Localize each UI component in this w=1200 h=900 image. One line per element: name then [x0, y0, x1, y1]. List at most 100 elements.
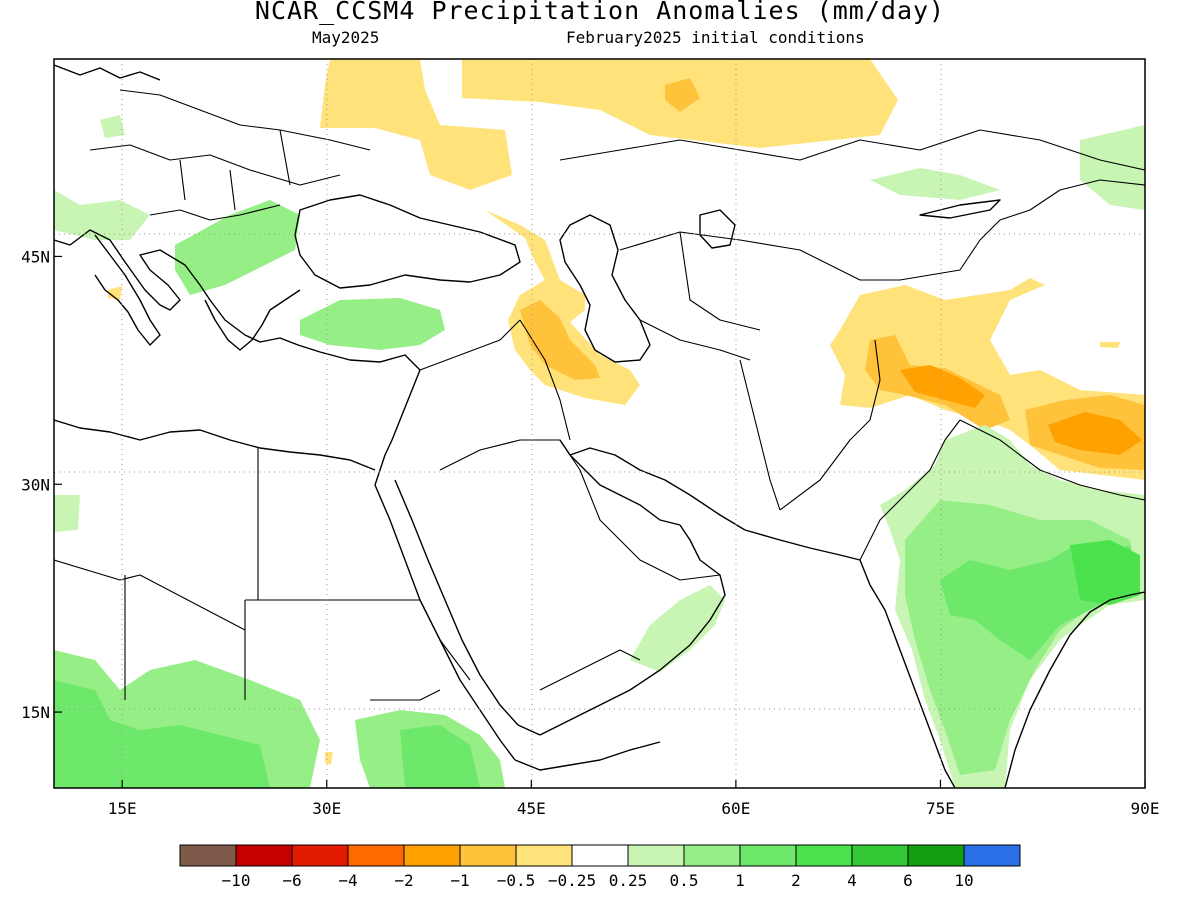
coast-aral	[699, 209, 736, 249]
wet-anomaly-oman	[630, 585, 725, 672]
map-frame	[53, 58, 1146, 789]
country-borders	[54, 89, 1145, 701]
wet-anomaly-west-africa	[54, 495, 80, 532]
colorbar-swatch	[459, 844, 517, 867]
coast-north-africa	[54, 419, 376, 471]
colorbar-swatch	[515, 844, 573, 867]
coast-europe-med	[54, 229, 421, 371]
coast-iran-pakistan	[744, 529, 861, 561]
colorbar-label: −6	[282, 871, 301, 890]
wet-anomaly-balkans	[175, 200, 300, 295]
wet-anomaly-ethiopia-core	[400, 725, 480, 788]
border-europe-1	[89, 144, 341, 186]
coast-red-sea-east	[394, 479, 541, 736]
dry-anomaly-russia-core	[665, 78, 700, 112]
colorbar-swatch	[851, 844, 909, 867]
colorbar-label: 10	[954, 871, 973, 890]
colorbar-label: −0.5	[497, 871, 536, 890]
colorbar-label: 2	[791, 871, 801, 890]
border-uzbek	[679, 231, 761, 331]
wet-anomaly-central-asia	[870, 168, 1000, 200]
colorbar-label: −1	[450, 871, 469, 890]
map-title: NCAR_CCSM4 Precipitation Anomalies (mm/d…	[254, 0, 946, 25]
colorbar-label: 0.5	[670, 871, 699, 890]
border-europe-4	[179, 129, 291, 211]
coast-italy	[94, 234, 161, 346]
dry-anomaly-black-sea-north	[320, 59, 512, 190]
border-china-kaz	[959, 189, 1061, 271]
dry-anomaly-iran-core	[520, 300, 600, 380]
border-himalaya	[959, 419, 1145, 501]
wet-anomaly-north-africa-core	[54, 680, 270, 788]
colorbar-swatch	[907, 844, 965, 867]
border-india-pak	[859, 419, 961, 561]
lat-tick-label: 30N	[21, 475, 50, 494]
border-arabia	[439, 439, 721, 581]
border-europe-2	[149, 204, 281, 221]
colorbar-swatch	[571, 844, 629, 867]
border-afghan-pak	[779, 339, 881, 511]
colorbar	[179, 844, 1021, 867]
colorbar-label: −2	[394, 871, 413, 890]
colorbar-swatch	[347, 844, 405, 867]
coast-baltic	[54, 64, 161, 81]
colorbar-label: −0.25	[548, 871, 596, 890]
dry-anomaly-small-3	[1100, 342, 1120, 348]
grid-lines	[54, 59, 1145, 788]
lat-tick-label: 45N	[21, 247, 50, 266]
border-mongolia	[1059, 179, 1145, 191]
coast-persian-gulf	[559, 439, 746, 531]
border-sudan	[244, 599, 420, 700]
dry-anomaly-small-2	[325, 752, 333, 765]
lon-tick-label: 60E	[721, 799, 750, 818]
wet-anomaly-turkey	[300, 298, 445, 350]
wet-anomaly-mongolia	[1080, 125, 1145, 210]
coastlines	[54, 64, 1145, 788]
coast-balkhash	[919, 199, 1001, 219]
latitude-axis: 45N 30N 15N	[21, 247, 62, 722]
dry-anomaly-small-1	[108, 286, 122, 300]
colorbar-label: −10	[222, 871, 251, 890]
coast-greece	[204, 289, 301, 351]
border-kaz-south	[619, 231, 961, 281]
colorbar-label: 6	[903, 871, 913, 890]
valid-month: May2025	[312, 28, 380, 47]
colorbar-labels: −10 −6 −4 −2 −1 −0.5 −0.25 0.25 0.5 1 2 4 6 10	[222, 871, 974, 890]
border-east-africa	[370, 599, 471, 701]
lon-tick-label: 30E	[312, 799, 341, 818]
dry-anomaly-caucasus-iraq	[485, 210, 640, 405]
coast-levant	[374, 369, 421, 486]
coast-horn	[514, 741, 661, 771]
colorbar-swatch	[627, 844, 685, 867]
colorbar-swatch	[963, 844, 1021, 867]
wet-anomaly-europe-west	[54, 190, 150, 240]
lat-tick-label: 15N	[21, 703, 50, 722]
coast-arabia-south	[539, 524, 726, 736]
colorbar-swatch	[739, 844, 797, 867]
coast-caspian	[559, 214, 651, 363]
dry-anomaly-tibet-strong	[1048, 412, 1142, 455]
colorbar-label: −4	[338, 871, 357, 890]
wet-anomaly-bengal	[1070, 540, 1140, 605]
lon-tick-label: 75E	[926, 799, 955, 818]
colorbar-swatch	[683, 844, 741, 867]
lon-tick-label: 15E	[108, 799, 137, 818]
border-kaz-russia	[559, 129, 1145, 171]
lon-tick-label: 90E	[1131, 799, 1160, 818]
border-yemen	[539, 649, 641, 691]
colorbar-label: 1	[735, 871, 745, 890]
colorbar-swatch	[403, 844, 461, 867]
dry-anomaly-russia-east	[740, 60, 800, 88]
border-algeria	[54, 559, 246, 631]
colorbar-label: 4	[847, 871, 857, 890]
lon-tick-label: 45E	[517, 799, 546, 818]
initial-conditions: February2025 initial conditions	[566, 28, 865, 47]
anomaly-shading	[54, 59, 1145, 788]
colorbar-swatch	[795, 844, 853, 867]
longitude-axis: 15E 30E 45E 60E 75E 90E	[108, 780, 1160, 818]
dry-anomaly-kashmir-strong	[900, 365, 985, 408]
coast-black-sea	[294, 194, 521, 289]
colorbar-swatch	[179, 844, 237, 867]
colorbar-swatch	[291, 844, 349, 867]
